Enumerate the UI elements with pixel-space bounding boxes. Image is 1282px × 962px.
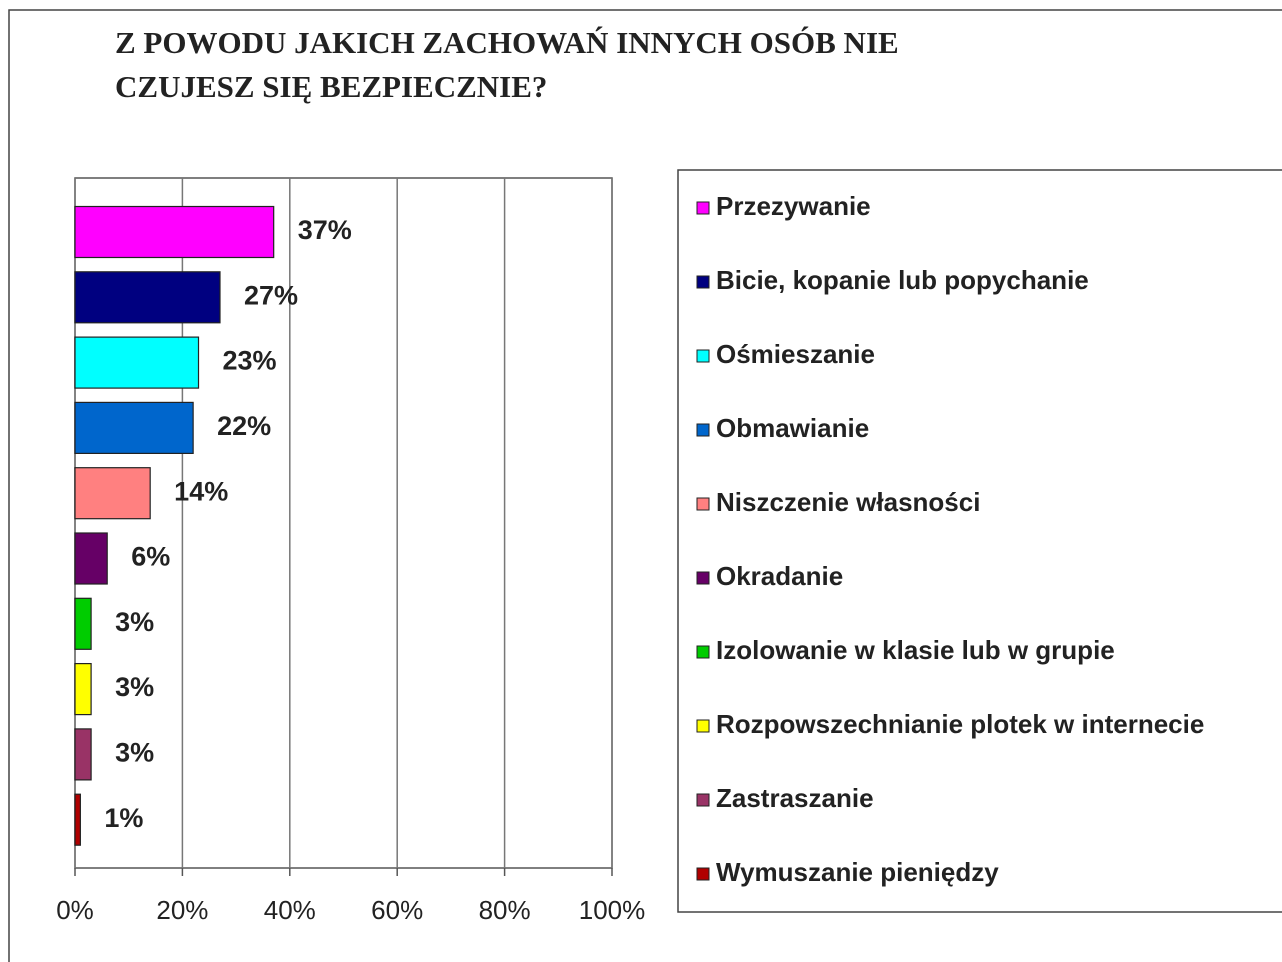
legend-swatch	[696, 275, 710, 289]
legend-swatch	[696, 349, 710, 363]
value-label: 37%	[298, 215, 352, 245]
legend-swatch	[696, 793, 710, 807]
bar	[74, 793, 81, 846]
legend-swatch	[696, 571, 710, 585]
legend-label: Rozpowszechnianie plotek w internecie	[716, 709, 1204, 739]
bar	[74, 271, 221, 324]
legend-swatch	[696, 645, 710, 659]
value-label: 1%	[104, 803, 143, 833]
bar	[74, 336, 200, 389]
legend-label: Ośmieszanie	[716, 339, 875, 369]
bar	[74, 597, 92, 650]
bar	[74, 401, 194, 454]
legend-label: Niszczenie własności	[716, 487, 980, 517]
legend-swatch	[696, 867, 710, 881]
legend-label: Wymuszanie pieniędzy	[716, 857, 999, 887]
x-tick-label: 20%	[156, 895, 208, 925]
value-label: 22%	[217, 411, 271, 441]
value-label: 14%	[174, 476, 228, 506]
value-label: 3%	[115, 672, 154, 702]
legend-swatch	[696, 423, 710, 437]
value-label: 6%	[131, 542, 170, 572]
legend-swatch	[696, 201, 710, 215]
legend-label: Bicie, kopanie lub popychanie	[716, 265, 1089, 295]
bar	[74, 662, 92, 716]
legend-swatch	[696, 497, 710, 511]
value-label: 27%	[244, 280, 298, 310]
frame	[8, 9, 1282, 962]
x-tick-label: 0%	[56, 895, 94, 925]
x-tick-label: 80%	[479, 895, 531, 925]
x-tick-label: 100%	[579, 895, 646, 925]
bar	[74, 728, 92, 781]
legend-box	[677, 169, 1282, 913]
legend-label: Izolowanie w klasie lub w grupie	[716, 635, 1115, 665]
value-label: 23%	[223, 346, 277, 376]
value-label: 3%	[115, 607, 154, 637]
legend-label: Przezywanie	[716, 191, 871, 221]
bar	[74, 532, 108, 585]
value-label: 3%	[115, 738, 154, 768]
x-tick-label: 60%	[371, 895, 423, 925]
legend-label: Okradanie	[716, 561, 843, 591]
x-tick-label: 40%	[264, 895, 316, 925]
bar	[74, 205, 275, 259]
bar	[74, 467, 151, 520]
chart-title: Z POWODU JAKICH ZACHOWAŃ INNYCH OSÓB NIE	[115, 25, 899, 60]
legend-label: Zastraszanie	[716, 783, 874, 813]
chart-title: CZUJESZ SIĘ BEZPIECZNIE?	[115, 69, 547, 104]
legend-swatch	[696, 719, 710, 733]
legend-label: Obmawianie	[716, 413, 869, 443]
